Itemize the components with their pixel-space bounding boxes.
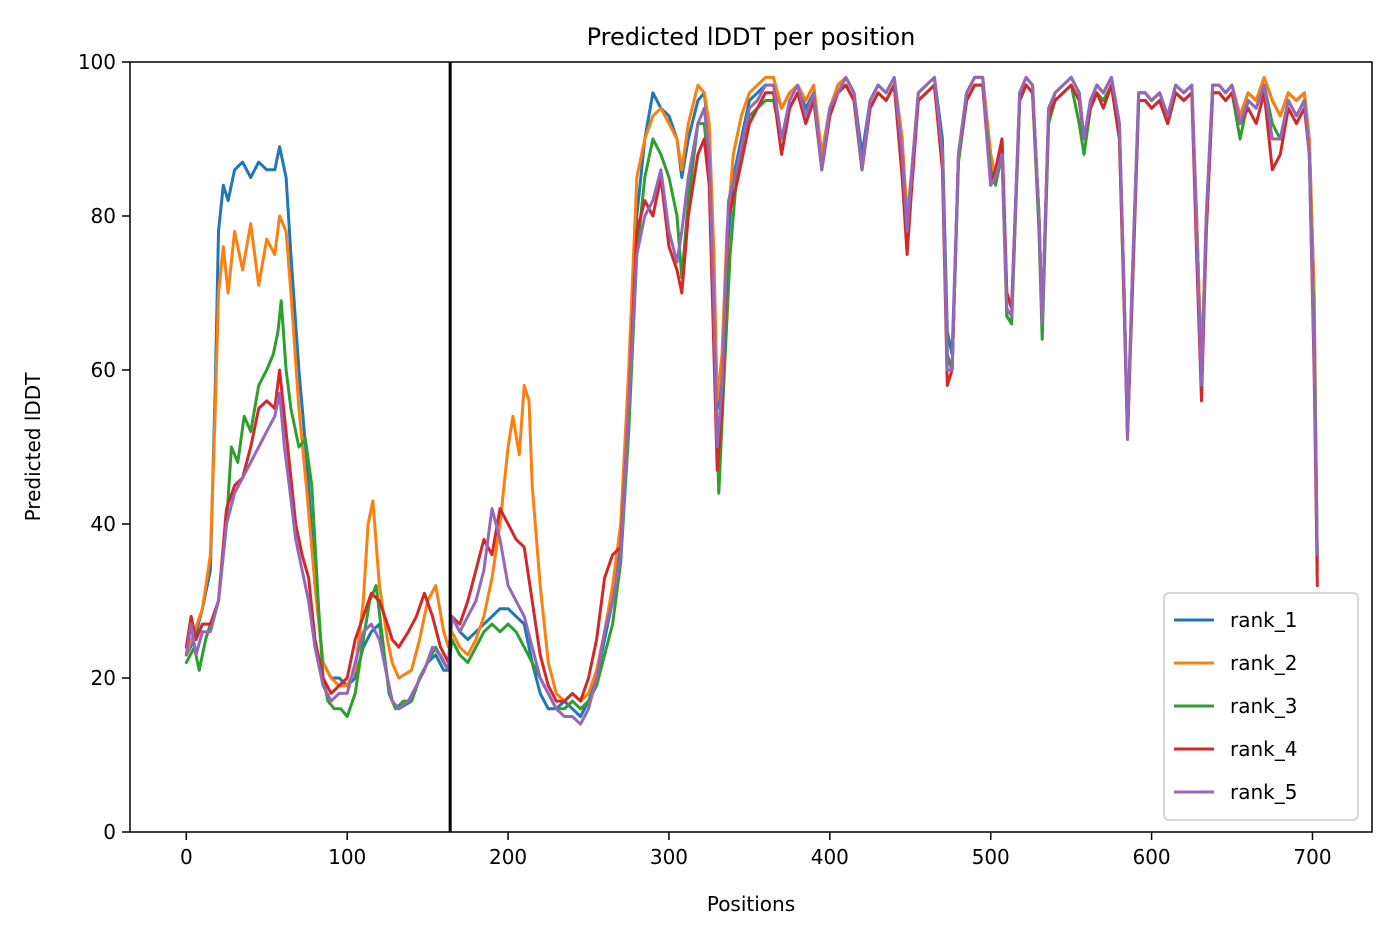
axes-frame (129, 61, 1373, 833)
legend-label-rank_5: rank_5 (1230, 780, 1297, 804)
legend-box (1163, 592, 1359, 821)
y-tick-label: 60 (91, 358, 116, 382)
legend-label-rank_1: rank_1 (1230, 608, 1297, 632)
y-axis-label: Predicted lDDT (21, 372, 45, 522)
y-tick-label: 0 (103, 820, 116, 844)
x-axis-ticks: 0 100 200 300 400 500 600 700 (180, 832, 1332, 869)
x-tick-label: 100 (328, 845, 366, 869)
legend-label-rank_2: rank_2 (1230, 651, 1297, 675)
y-tick-label: 80 (91, 204, 116, 228)
x-tick-label: 0 (180, 845, 193, 869)
y-tick-label: 20 (91, 666, 116, 690)
legend-label-rank_3: rank_3 (1230, 694, 1297, 718)
y-tick-label: 40 (91, 512, 116, 536)
x-tick-label: 200 (489, 845, 527, 869)
x-axis-label: Positions (707, 892, 795, 916)
series-line-rank_5 (184, 75, 1319, 726)
y-axis-ticks: 0 20 40 60 80 100 (78, 50, 130, 844)
x-tick-label: 300 (650, 845, 688, 869)
x-tick-label: 500 (972, 845, 1010, 869)
plot-area (129, 61, 1373, 833)
y-tick-label: 100 (78, 50, 116, 74)
x-tick-label: 600 (1132, 845, 1170, 869)
series-layer (184, 75, 1319, 726)
legend: rank_1 rank_2 rank_3 rank_4 rank_5 (1163, 592, 1359, 821)
x-tick-label: 700 (1293, 845, 1331, 869)
chart-title: Predicted lDDT per position (587, 23, 916, 51)
legend-label-rank_4: rank_4 (1230, 737, 1297, 761)
x-tick-label: 400 (811, 845, 849, 869)
